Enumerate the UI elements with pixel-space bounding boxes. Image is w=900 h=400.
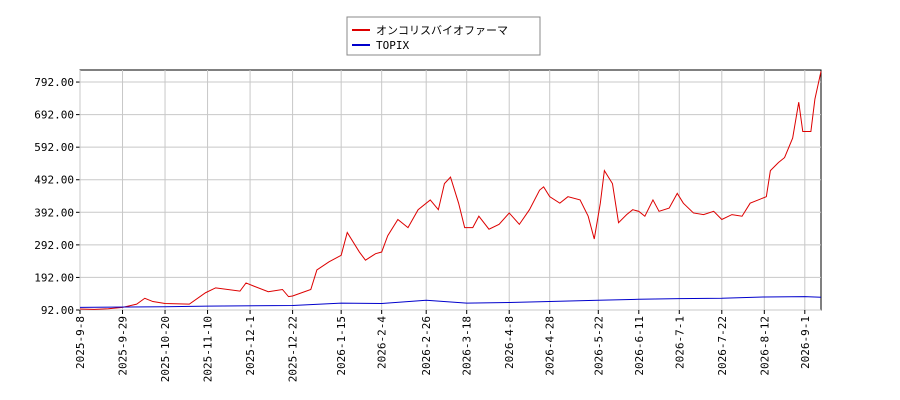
x-tick-label: 2026-7-22 [716, 316, 729, 376]
x-tick-label: 2026-4-8 [503, 316, 516, 369]
x-tick-label: 2026-8-12 [758, 316, 771, 376]
x-tick-label: 2025-10-20 [159, 316, 172, 382]
x-tick-label: 2025-12-1 [244, 316, 257, 376]
series-line [79, 296, 822, 308]
x-tick-label: 2026-5-22 [592, 316, 605, 376]
x-tick-label: 2026-2-4 [376, 316, 389, 369]
x-tick-label: 2026-1-15 [335, 316, 348, 376]
x-tick-label: 2026-2-26 [420, 316, 433, 376]
legend-label: オンコリスバイオファーマ [376, 24, 508, 37]
plot-area [79, 69, 822, 311]
x-tick-label: 2026-3-18 [461, 316, 474, 376]
series-line [79, 71, 822, 310]
x-tick-label: 2026-9-1 [799, 316, 812, 369]
x-tick-label: 2026-6-11 [633, 316, 646, 376]
y-tick-label: 192.00 [34, 271, 74, 284]
y-tick-label: 792.00 [34, 76, 74, 89]
x-tick-label: 2025-9-29 [117, 316, 130, 376]
y-tick-label: 392.00 [34, 206, 74, 219]
x-tick-label: 2025-11-10 [202, 316, 215, 382]
y-tick-label: 592.00 [34, 141, 74, 154]
y-tick-label: 292.00 [34, 239, 74, 252]
y-tick-label: 492.00 [34, 174, 74, 187]
legend-label: TOPIX [376, 39, 409, 52]
y-tick-label: 92.00 [41, 304, 74, 317]
x-tick-label: 2025-9-8 [74, 316, 87, 369]
legend-box [346, 16, 541, 56]
x-tick-label: 2025-12-22 [287, 316, 300, 382]
x-tick-label: 2026-7-1 [673, 316, 686, 369]
x-tick-label: 2026-4-28 [544, 316, 557, 376]
y-tick-label: 692.00 [34, 109, 74, 122]
